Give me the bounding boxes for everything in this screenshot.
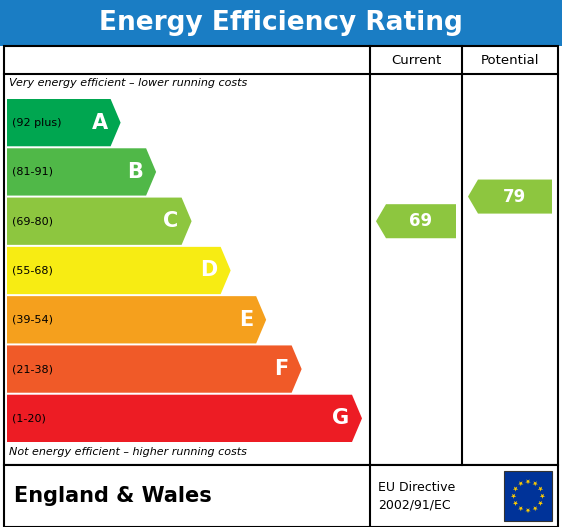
Text: Not energy efficient – higher running costs: Not energy efficient – higher running co… [9,447,247,457]
Text: England & Wales: England & Wales [14,486,212,506]
Polygon shape [7,395,362,442]
Text: (69-80): (69-80) [12,216,53,226]
Text: (39-54): (39-54) [12,315,53,325]
Polygon shape [7,148,156,196]
Text: D: D [201,260,217,280]
Polygon shape [376,204,456,238]
Bar [0,0,562,46]
Text: Energy Efficiency Rating: Energy Efficiency Rating [99,10,463,36]
Text: (55-68): (55-68) [12,266,53,276]
Polygon shape [540,494,545,499]
Polygon shape [538,486,543,492]
Polygon shape [513,501,518,506]
Bar [4,465,558,527]
Text: (92 plus): (92 plus) [12,118,61,128]
Polygon shape [7,198,192,245]
Bar [504,471,552,521]
Polygon shape [538,501,543,506]
Text: (81-91): (81-91) [12,167,53,177]
Polygon shape [533,481,538,486]
Polygon shape [518,506,523,511]
Polygon shape [468,180,552,213]
Polygon shape [7,247,230,294]
Text: B: B [127,162,143,182]
Text: C: C [164,211,179,231]
Polygon shape [518,481,523,486]
Text: G: G [332,408,349,428]
Text: 69: 69 [410,212,433,230]
Polygon shape [7,99,121,147]
Polygon shape [525,480,531,484]
Polygon shape [525,508,531,513]
Text: Current: Current [391,54,441,66]
Text: (1-20): (1-20) [12,413,46,423]
Text: Very energy efficient – lower running costs: Very energy efficient – lower running co… [9,78,247,88]
Text: 79: 79 [504,188,527,206]
Text: (21-38): (21-38) [12,364,53,374]
Polygon shape [7,296,266,344]
Bar [4,46,558,465]
Text: Potential: Potential [481,54,540,66]
Polygon shape [7,345,302,393]
Polygon shape [511,494,516,499]
Polygon shape [513,486,518,492]
Text: EU Directive
2002/91/EC: EU Directive 2002/91/EC [378,481,455,511]
Text: A: A [92,113,107,133]
Text: E: E [239,310,253,330]
Text: F: F [274,359,289,379]
Polygon shape [533,506,538,511]
